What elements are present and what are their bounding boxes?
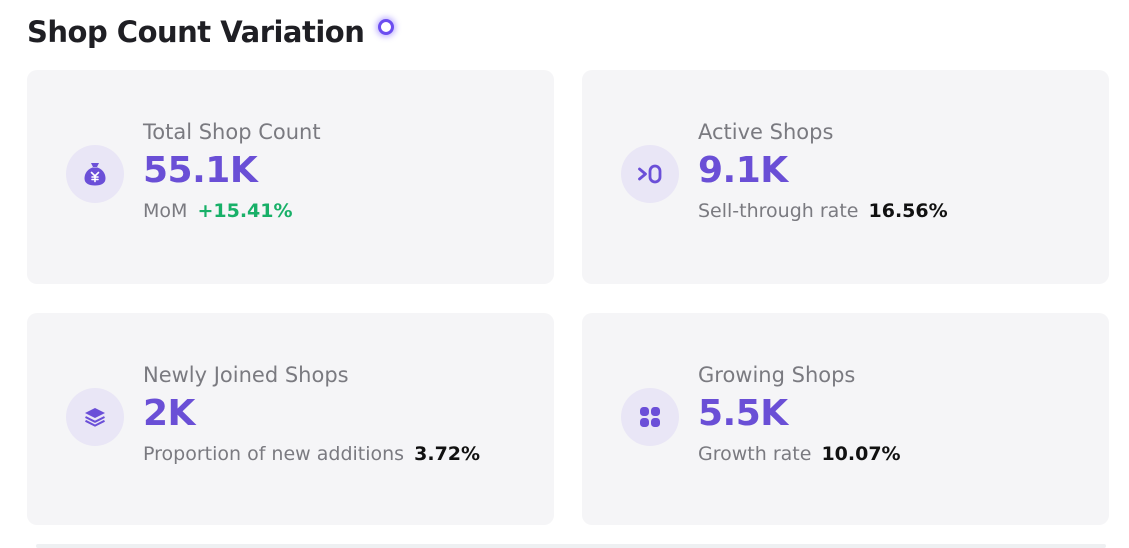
next-section-edge <box>36 544 1106 548</box>
info-dot-icon[interactable] <box>378 19 395 35</box>
card-label: Total Shop Count <box>143 120 321 144</box>
card-content: Newly Joined Shops 2K Proportion of new … <box>143 360 480 467</box>
card-total-shop-count: Total Shop Count 55.1K MoM +15.41% <box>27 70 554 284</box>
card-value: 55.1K <box>143 150 258 191</box>
sub-label: Sell-through rate <box>698 200 859 222</box>
sub-value: +15.41% <box>197 200 293 222</box>
card-value: 5.5K <box>698 393 788 434</box>
sub-label: Growth rate <box>698 443 812 465</box>
sub-label: MoM <box>143 200 188 222</box>
card-growing-shops: Growing Shops 5.5K Growth rate 10.07% <box>582 313 1109 525</box>
card-content: Active Shops 9.1K Sell-through rate 16.5… <box>698 117 948 224</box>
greater-than-zero-icon <box>621 145 679 203</box>
card-label: Newly Joined Shops <box>143 363 349 387</box>
section-header: Shop Count Variation <box>27 12 395 52</box>
card-newly-joined-shops: Newly Joined Shops 2K Proportion of new … <box>27 313 554 525</box>
sub-value: 10.07% <box>821 443 901 465</box>
money-bag-yen-icon <box>66 145 124 203</box>
card-active-shops: Active Shops 9.1K Sell-through rate 16.5… <box>582 70 1109 284</box>
sub-label: Proportion of new additions <box>143 443 405 465</box>
card-value: 9.1K <box>698 150 788 191</box>
card-value: 2K <box>143 393 195 434</box>
card-subline: MoM +15.41% <box>143 198 321 224</box>
section-title: Shop Count Variation <box>27 15 365 49</box>
card-subline: Sell-through rate 16.56% <box>698 198 948 224</box>
card-subline: Proportion of new additions 3.72% <box>143 441 480 467</box>
layers-icon <box>66 388 124 446</box>
sub-value: 16.56% <box>868 200 948 222</box>
card-content: Total Shop Count 55.1K MoM +15.41% <box>143 117 321 224</box>
card-subline: Growth rate 10.07% <box>698 441 901 467</box>
card-label: Growing Shops <box>698 363 856 387</box>
card-label: Active Shops <box>698 120 834 144</box>
sub-value: 3.72% <box>414 443 481 465</box>
grid-four-icon <box>621 388 679 446</box>
card-content: Growing Shops 5.5K Growth rate 10.07% <box>698 360 901 467</box>
